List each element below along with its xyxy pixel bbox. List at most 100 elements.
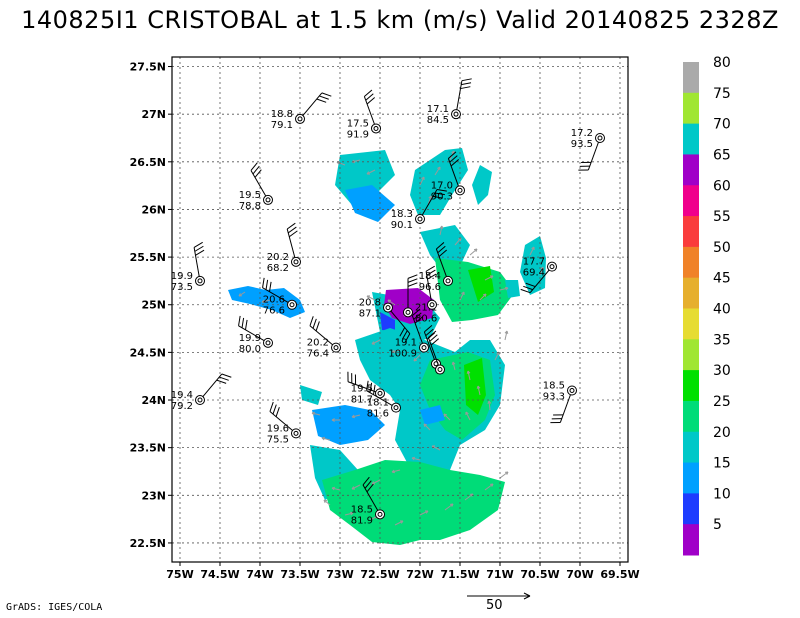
station-circle-inner (417, 216, 423, 222)
colorbar-label: 30 (713, 363, 731, 379)
station-circle (195, 395, 205, 406)
wind-vector-head (421, 176, 425, 181)
wind-vector-head (461, 291, 465, 296)
y-tick-label: 23.5N (130, 442, 166, 455)
station: 17.090.3 (431, 151, 465, 202)
station: 20.268.2 (267, 222, 301, 274)
colorbar-segment (683, 431, 699, 464)
wind-barb-staff (435, 248, 449, 282)
wind-barb-staff (411, 315, 425, 348)
station: 18.390.1 (391, 189, 447, 231)
station: 18.581.9 (351, 476, 385, 526)
wind-vector (499, 287, 509, 291)
station-circle-inner (289, 302, 295, 308)
station-value-2: 90.1 (391, 220, 413, 231)
station-circle-inner (597, 135, 603, 141)
station: 18.496.6 (419, 242, 453, 293)
wind-vector (394, 520, 404, 526)
station-value-2: 68.2 (267, 263, 289, 274)
wind-vector-head (331, 418, 335, 422)
station-value-1: 18.8 (271, 109, 293, 120)
wind-vector (371, 339, 381, 345)
wind-barb-staff (363, 96, 377, 129)
wind-vector (419, 176, 425, 186)
station-circle-inner (549, 264, 555, 270)
wind-barb-flag (195, 249, 205, 256)
wind-barb-flag (364, 89, 373, 97)
x-tick-label: 71.5W (440, 568, 479, 581)
wind-barb-flag (412, 308, 421, 317)
x-tick-label: 75W (166, 568, 193, 581)
wind-vector-head (391, 469, 396, 474)
shaded-region (520, 236, 546, 295)
station-circle-inner (373, 125, 379, 131)
station-value-2: 84.5 (427, 115, 449, 126)
wind-barb-flag (520, 288, 531, 294)
station-circle (291, 256, 301, 267)
station-circle (415, 213, 425, 224)
wind-vector (494, 351, 500, 361)
wind-vector (387, 299, 396, 306)
wind-barb-flag (193, 241, 203, 248)
station-circle (547, 261, 557, 272)
station-circle (419, 342, 429, 353)
wind-vector-head (540, 266, 544, 271)
wind-vector (411, 457, 421, 461)
station: 19.675.5 (267, 401, 301, 445)
wind-barb-flag (221, 373, 232, 378)
station-value-1: 21.1 (415, 302, 437, 313)
wind-barb-flag (250, 162, 258, 171)
wind-barb-flag (523, 285, 533, 291)
wind-vector (504, 330, 508, 341)
station: 18.593.3 (543, 380, 577, 424)
station-value-1: 17.5 (347, 118, 369, 129)
station-value-2: 81.9 (351, 515, 373, 526)
station-circle-inner (393, 405, 399, 411)
station-value-1: 19.9 (171, 271, 193, 282)
station-circle-inner (377, 390, 383, 396)
wind-barb-flag (312, 318, 317, 329)
wind-barb-flag (288, 230, 298, 238)
wind-barb-flag (425, 265, 435, 272)
wind-barb-flag (268, 281, 272, 292)
wind-vectors (238, 150, 544, 526)
wind-barb-flag (429, 334, 438, 342)
wind-vector (452, 361, 456, 371)
x-tick-label: 73.5W (280, 568, 319, 581)
wind-barb-staff (299, 92, 323, 120)
station-circle-inner (405, 309, 411, 315)
station-circle (263, 194, 273, 205)
y-tick-label: 24.5N (130, 346, 166, 359)
colorbar: 5 10 15 20 25 30 35 40 45 50 55 60 65 70 75 80 (683, 55, 731, 556)
wind-vector-head (487, 400, 492, 404)
station-circle-inner (293, 430, 299, 436)
y-tick-label: 27.5N (130, 61, 166, 74)
station-value-1: 20.2 (307, 338, 329, 349)
y-tick-label: 26.5N (130, 156, 166, 169)
station: 17.591.9 (347, 89, 381, 140)
wind-vector-head (504, 286, 509, 291)
wind-barb-staff (423, 331, 437, 364)
wind-barb-flag (407, 274, 418, 279)
wind-barb-flag (254, 169, 262, 178)
wind-vector-head (261, 299, 266, 304)
station-circle-inner (457, 187, 463, 193)
wind-vector (469, 248, 478, 256)
shaded-region (384, 288, 434, 324)
wind-vector (499, 471, 509, 479)
wind-vector (439, 225, 443, 236)
colorbar-label: 40 (713, 302, 731, 318)
wind-vector-head (424, 510, 429, 514)
wind-vector (529, 246, 535, 256)
colorbar-segment (683, 308, 699, 340)
station-value-1: 18.5 (351, 504, 373, 515)
station-value-1: 19.4 (171, 390, 193, 401)
station: 18.181.6 (366, 380, 401, 420)
station: 21.180.6 (403, 274, 437, 324)
colorbar-label: 50 (713, 240, 731, 256)
wind-barb-staff (366, 390, 397, 409)
colorbar-label: 60 (713, 178, 731, 194)
y-tick-label: 22.5N (130, 537, 166, 550)
wind-vector (311, 412, 321, 416)
station-value-2: 81.7 (351, 394, 373, 405)
